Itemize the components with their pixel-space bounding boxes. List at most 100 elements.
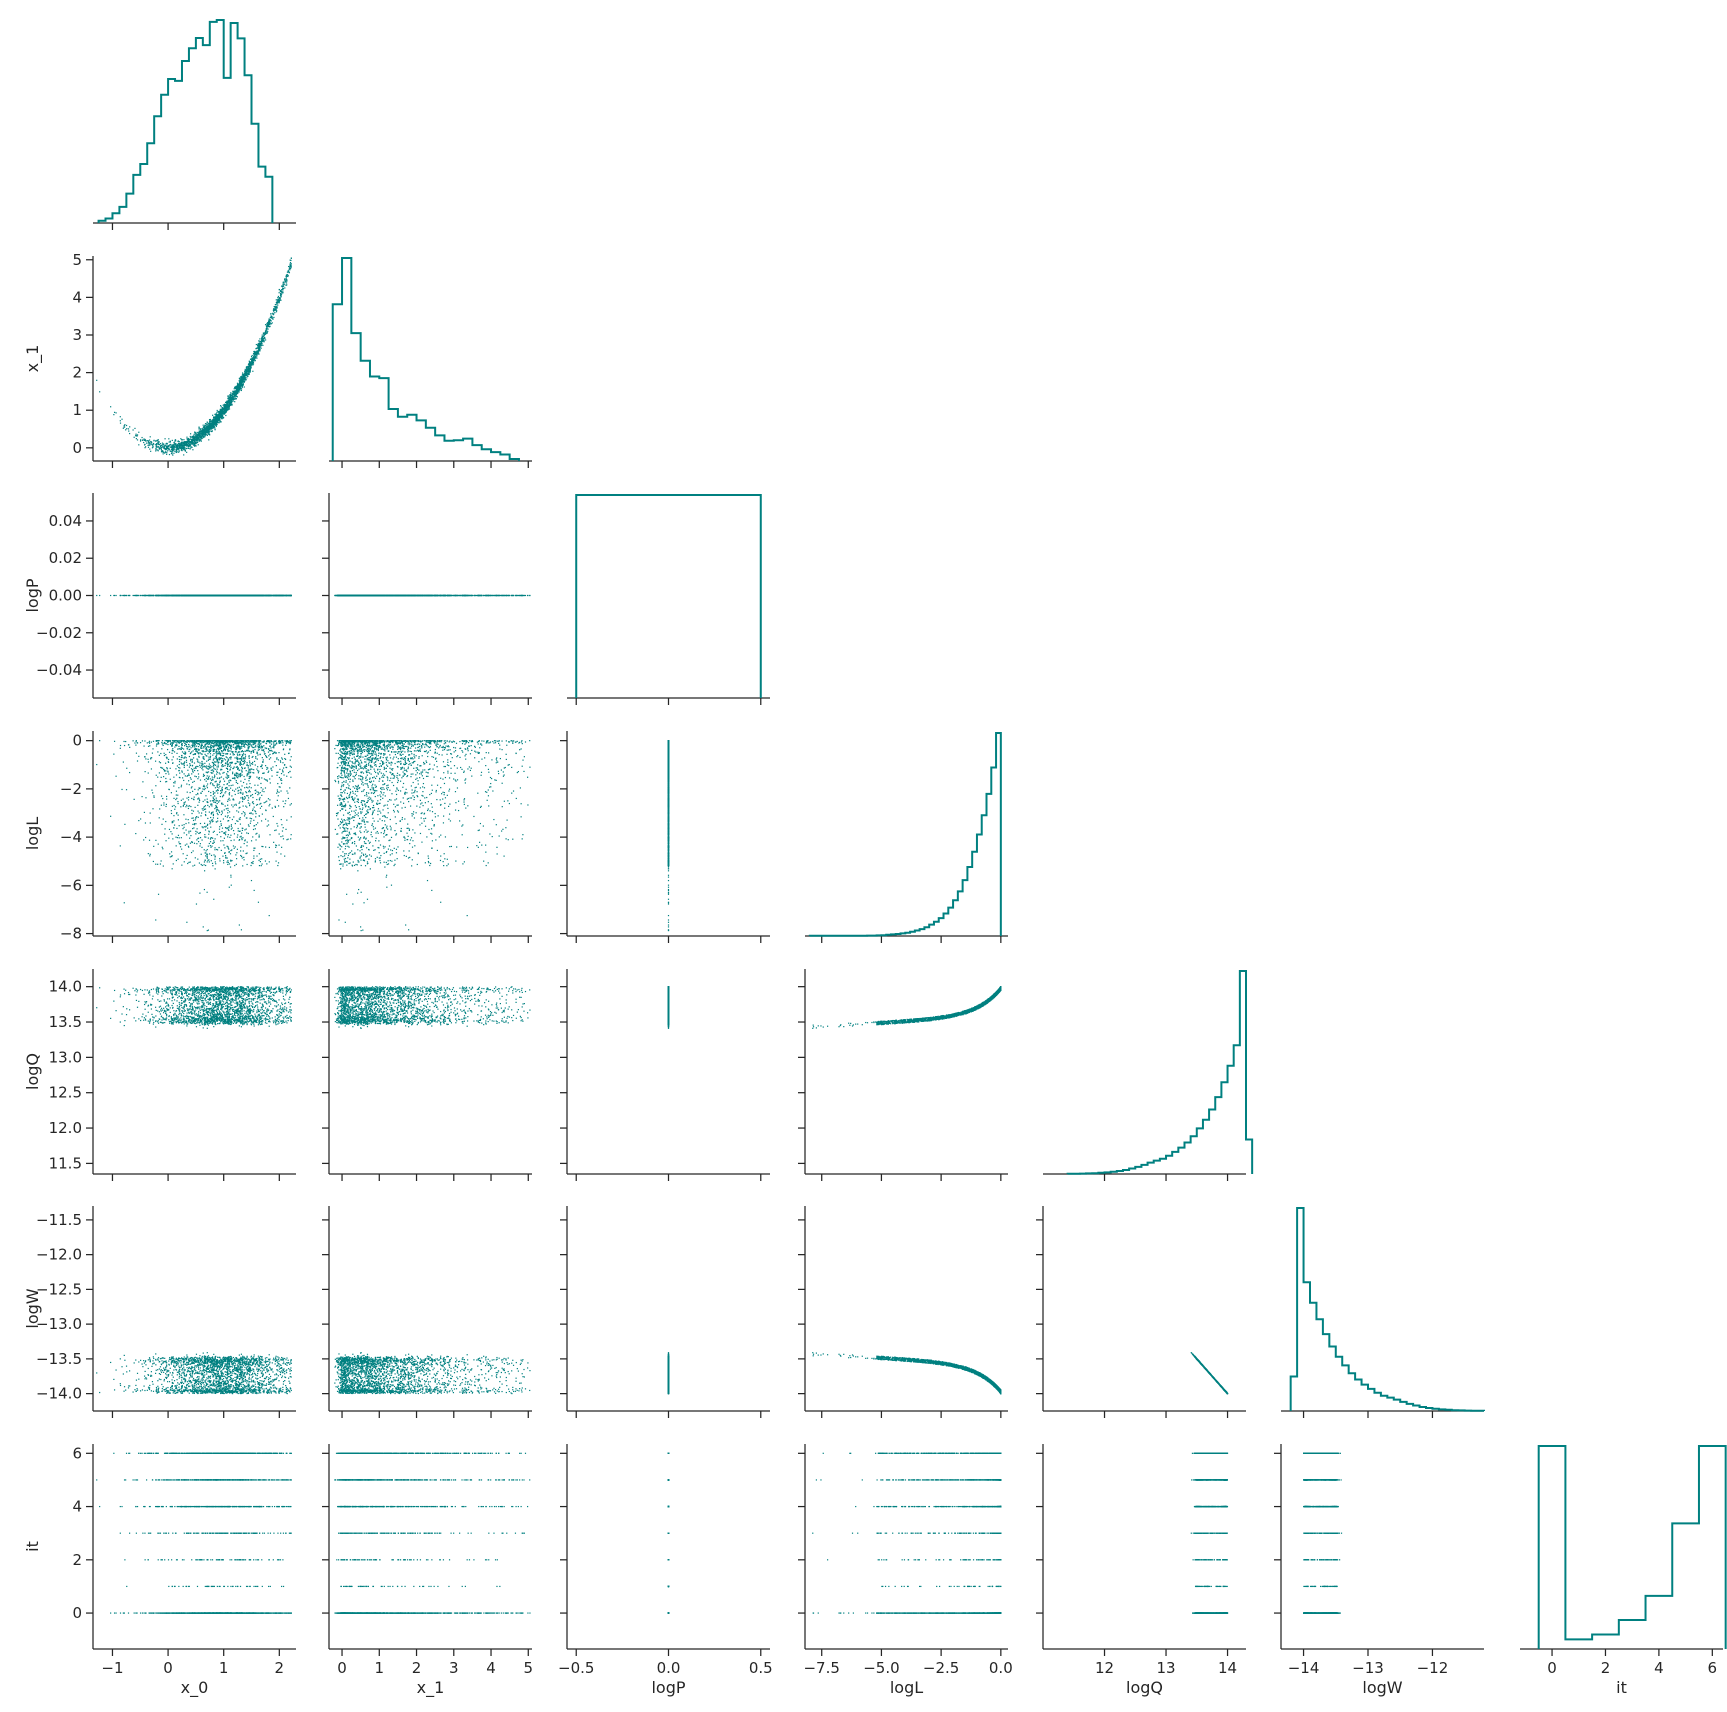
scatter-point bbox=[262, 345, 263, 346]
scatter-point bbox=[275, 307, 276, 308]
scatter-point bbox=[246, 374, 247, 375]
scatter-point bbox=[267, 322, 268, 323]
scatter-point bbox=[179, 441, 180, 442]
scatter-point bbox=[145, 446, 146, 447]
scatter-point bbox=[172, 455, 173, 456]
scatter-point bbox=[219, 418, 220, 419]
y-axis-label-x_1: x_1 bbox=[23, 345, 43, 373]
scatter-point bbox=[237, 392, 238, 393]
scatter-point bbox=[276, 302, 277, 303]
scatter-point bbox=[273, 317, 274, 318]
scatter-point bbox=[205, 427, 206, 428]
scatter-point bbox=[183, 448, 184, 449]
scatter-point bbox=[230, 392, 231, 393]
scatter-point bbox=[285, 276, 286, 277]
scatter-point bbox=[228, 395, 229, 396]
scatter-point bbox=[250, 364, 251, 365]
scatter-point bbox=[181, 439, 182, 440]
scatter-point bbox=[275, 304, 276, 305]
scatter-point bbox=[290, 264, 291, 265]
scatter-point bbox=[185, 450, 186, 451]
scatter-point bbox=[239, 389, 240, 390]
scatter-point bbox=[143, 442, 144, 443]
scatter-point bbox=[138, 444, 139, 445]
scatter-point bbox=[288, 275, 289, 276]
scatter-point bbox=[159, 441, 160, 442]
scatter-point bbox=[286, 279, 287, 280]
scatter-point bbox=[178, 452, 179, 453]
scatter-point bbox=[236, 394, 237, 395]
scatter-point bbox=[279, 292, 280, 293]
scatter-point bbox=[169, 454, 170, 455]
scatter-point bbox=[276, 303, 277, 304]
scatter-point bbox=[121, 419, 122, 420]
scatter-point bbox=[220, 415, 221, 416]
scatter-point bbox=[148, 443, 149, 444]
scatter-point bbox=[125, 429, 126, 430]
scatter-point bbox=[190, 447, 191, 448]
scatter-point bbox=[146, 443, 147, 444]
scatter-point bbox=[155, 450, 156, 451]
scatter-point bbox=[174, 447, 175, 448]
scatter-point bbox=[256, 344, 257, 345]
scatter-point bbox=[150, 436, 151, 437]
scatter-point bbox=[190, 437, 191, 438]
scatter-point bbox=[256, 358, 257, 359]
scatter-point bbox=[161, 445, 162, 446]
scatter-point bbox=[248, 368, 249, 369]
scatter-point bbox=[145, 440, 146, 441]
scatter-point bbox=[123, 426, 124, 427]
scatter-point bbox=[280, 291, 281, 292]
scatter-point bbox=[224, 412, 225, 413]
scatter-point bbox=[136, 438, 137, 439]
scatter-point bbox=[280, 295, 281, 296]
scatter-point bbox=[251, 360, 252, 361]
scatter-point bbox=[205, 423, 206, 424]
scatter-point bbox=[199, 436, 200, 437]
scatter-point bbox=[159, 449, 160, 450]
scatter-point bbox=[241, 377, 242, 378]
scatter-point bbox=[279, 289, 280, 290]
scatter-point bbox=[199, 427, 200, 428]
scatter-point bbox=[143, 438, 144, 439]
panel-x_0-vs-x_0 bbox=[93, 20, 296, 230]
scatter-point bbox=[237, 393, 238, 394]
scatter-point bbox=[216, 417, 217, 418]
scatter-point bbox=[252, 357, 253, 358]
scatter-point bbox=[256, 348, 257, 349]
scatter-point bbox=[134, 437, 135, 438]
scatter-point bbox=[282, 289, 283, 290]
scatter-point bbox=[202, 428, 203, 429]
scatter-point bbox=[219, 416, 220, 417]
scatter-point bbox=[253, 353, 254, 354]
scatter-point bbox=[266, 328, 267, 329]
scatter-point bbox=[255, 360, 256, 361]
scatter-point bbox=[245, 378, 246, 379]
scatter-point bbox=[232, 394, 233, 395]
scatter-point bbox=[224, 404, 225, 405]
scatter-point bbox=[250, 361, 251, 362]
scatter-point bbox=[241, 386, 242, 387]
scatter-point bbox=[175, 446, 176, 447]
scatter-point bbox=[244, 380, 245, 381]
scatter-point bbox=[218, 418, 219, 419]
scatter-point bbox=[179, 451, 180, 452]
scatter-point bbox=[218, 419, 219, 420]
scatter-point bbox=[202, 435, 203, 436]
scatter-point bbox=[221, 416, 222, 417]
scatter-point bbox=[245, 373, 246, 374]
scatter-point bbox=[137, 434, 138, 435]
scatter-point bbox=[188, 438, 189, 439]
scatter-point bbox=[223, 417, 224, 418]
scatter-point bbox=[174, 440, 175, 441]
scatter-points bbox=[96, 257, 292, 455]
scatter-point bbox=[280, 293, 281, 294]
scatter-point bbox=[282, 286, 283, 287]
scatter-point bbox=[195, 443, 196, 444]
scatter-point bbox=[209, 431, 210, 432]
scatter-point bbox=[263, 333, 264, 334]
scatter-point bbox=[177, 441, 178, 442]
scatter-point bbox=[261, 345, 262, 346]
scatter-point bbox=[283, 284, 284, 285]
